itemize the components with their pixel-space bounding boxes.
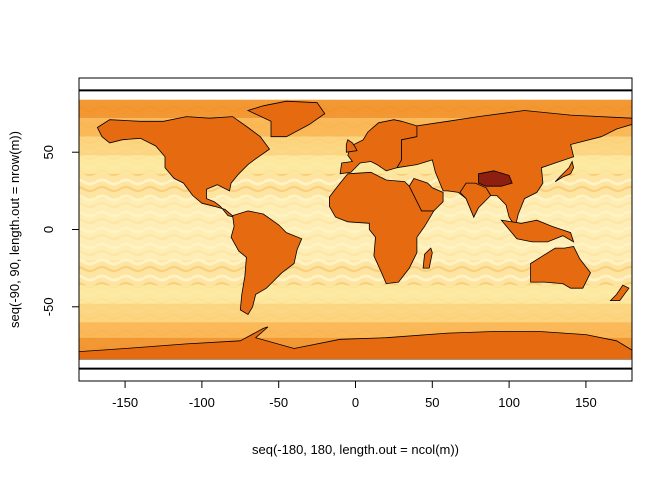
land-masses bbox=[79, 100, 632, 360]
x-tick-label: 0 bbox=[352, 395, 359, 410]
x-tick-label: -100 bbox=[189, 395, 215, 410]
land-uk bbox=[345, 139, 358, 153]
axes: -150 -100 -50 0 50 100 150 -50 0 50 bbox=[41, 145, 597, 410]
heatmap-band bbox=[79, 285, 632, 304]
land-japan bbox=[554, 160, 575, 182]
land-new-zealand bbox=[609, 284, 630, 301]
y-axis-title: seq(-90, 90, length.out = nrow(m)) bbox=[7, 131, 22, 328]
land-greenland bbox=[246, 100, 326, 138]
land-asia bbox=[396, 110, 632, 228]
reference-lines bbox=[79, 89, 632, 370]
land-arabia bbox=[408, 178, 444, 212]
land-africa bbox=[329, 171, 435, 285]
land-madagascar bbox=[422, 247, 433, 269]
x-tick-label: -150 bbox=[112, 395, 138, 410]
x-tick-label: 100 bbox=[498, 395, 520, 410]
land-antarctica bbox=[79, 326, 632, 360]
x-tick-label: 50 bbox=[425, 395, 439, 410]
heatmap-band bbox=[79, 99, 632, 119]
y-tick-label: 50 bbox=[41, 145, 56, 159]
land-tibet bbox=[478, 170, 513, 187]
land-india bbox=[459, 182, 492, 219]
y-tick-label: -50 bbox=[41, 297, 56, 316]
x-tick-label: -50 bbox=[269, 395, 288, 410]
heatmap-band bbox=[79, 303, 632, 323]
land-north-america bbox=[96, 116, 271, 218]
land-sea-asia bbox=[500, 219, 575, 243]
land-australia bbox=[530, 246, 591, 289]
y-tick-label: 0 bbox=[41, 226, 56, 233]
land-south-america bbox=[230, 210, 303, 316]
x-tick-label: 150 bbox=[575, 395, 597, 410]
x-axis-title: seq(-180, 180, length.out = ncol(m)) bbox=[252, 442, 459, 457]
